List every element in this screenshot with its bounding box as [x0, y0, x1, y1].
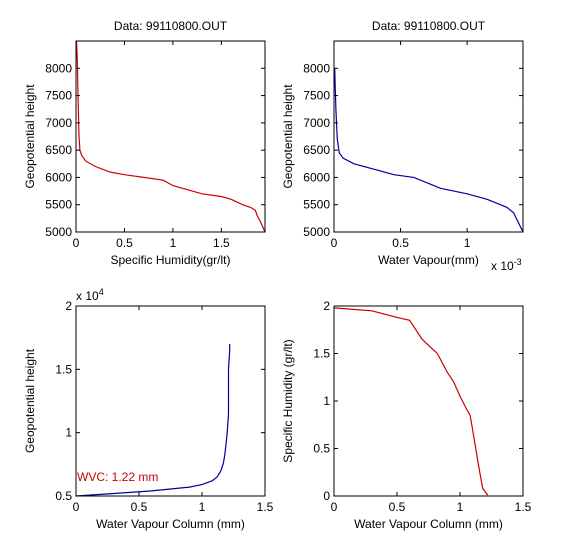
x-axis-label: Specific Humidity(gr/lt) [110, 253, 230, 267]
wvc-annotation: WVC: 1.22 mm [77, 470, 158, 484]
y-tick-label: 1.5 [55, 362, 72, 376]
x-exponent-label: x 10-3 [491, 257, 522, 273]
plot-frame [333, 40, 524, 233]
y-tick-label: 7000 [303, 116, 330, 130]
x-axis-label: Water Vapour Column (mm) [96, 517, 245, 531]
x-tick-label: 1 [199, 500, 206, 514]
series-line-1 [75, 40, 266, 233]
x-axis-label: Water Vapour(mm) [378, 253, 479, 267]
y-tick-label: 1 [323, 394, 330, 408]
plot-frame [75, 305, 266, 497]
plot-frame [75, 40, 266, 233]
y-tick-label: 1.5 [313, 347, 330, 361]
x-tick-label: 0 [331, 236, 338, 250]
x-tick-label: 1.5 [515, 500, 532, 514]
chart-4: 0 0.5 1 1.5 0 0.5 1 1.5 2 Water Vapour Column (mm… [281, 299, 532, 531]
x-tick-label: 1 [170, 236, 177, 250]
chart-1: 0 0.5 1 1.5 5000 5500 6000 6500 7000 7500 8000 Data… [23, 19, 266, 267]
y-axis-label: Specific Humidity (gr/lt) [281, 339, 295, 462]
y-tick-label: 2 [65, 299, 72, 313]
y-tick-label: 0.5 [55, 489, 72, 503]
y-tick-label: 1 [65, 426, 72, 440]
y-tick-label: 6000 [303, 170, 330, 184]
x-tick-label: 1 [457, 500, 464, 514]
chart-title: Data: 99110800.OUT [114, 19, 228, 33]
x-tick-label: 0 [73, 236, 80, 250]
y-tick-label: 7000 [45, 116, 72, 130]
x-tick-label: 1 [464, 236, 471, 250]
chart-title: Data: 99110800.OUT [372, 19, 486, 33]
y-tick-label: 7500 [303, 89, 330, 103]
y-axis-label: Geopotential height [23, 348, 37, 453]
y-tick-label: 6500 [303, 143, 330, 157]
y-tick-label: 5000 [303, 225, 330, 239]
series-line-1 [334, 68, 524, 233]
y-tick-label: 5500 [45, 198, 72, 212]
series-line-1 [333, 307, 489, 496]
x-tick-label: 0.5 [116, 236, 133, 250]
plot-frame [333, 305, 524, 497]
x-tick-label: 0.5 [131, 500, 148, 514]
y-tick-label: 0 [323, 489, 330, 503]
y-tick-label: 6500 [45, 143, 72, 157]
y-exponent-label: x 104 [76, 287, 104, 303]
y-tick-label: 6000 [45, 170, 72, 184]
x-tick-label: 0.5 [389, 500, 406, 514]
x-tick-label: 1.5 [213, 236, 230, 250]
y-axis-label: Geopotential height [23, 84, 37, 189]
x-tick-label: 0 [73, 500, 80, 514]
y-tick-label: 8000 [45, 61, 72, 75]
chart-2: 0 0.5 1 5000 5500 6000 6500 7000 7500 8000 Data: 9… [281, 19, 524, 273]
x-tick-label: 1.5 [257, 500, 274, 514]
x-tick-label: 0.5 [392, 236, 409, 250]
x-tick-label: 0 [331, 500, 338, 514]
series-line-1 [75, 344, 231, 497]
y-tick-label: 5000 [45, 225, 72, 239]
y-tick-label: 5500 [303, 198, 330, 212]
y-tick-label: 2 [323, 299, 330, 313]
y-axis-label: Geopotential height [281, 84, 295, 189]
x-axis-label: Water Vapour Column (mm) [354, 517, 503, 531]
y-tick-label: 8000 [303, 61, 330, 75]
y-tick-label: 7500 [45, 89, 72, 103]
y-tick-label: 0.5 [313, 442, 330, 456]
